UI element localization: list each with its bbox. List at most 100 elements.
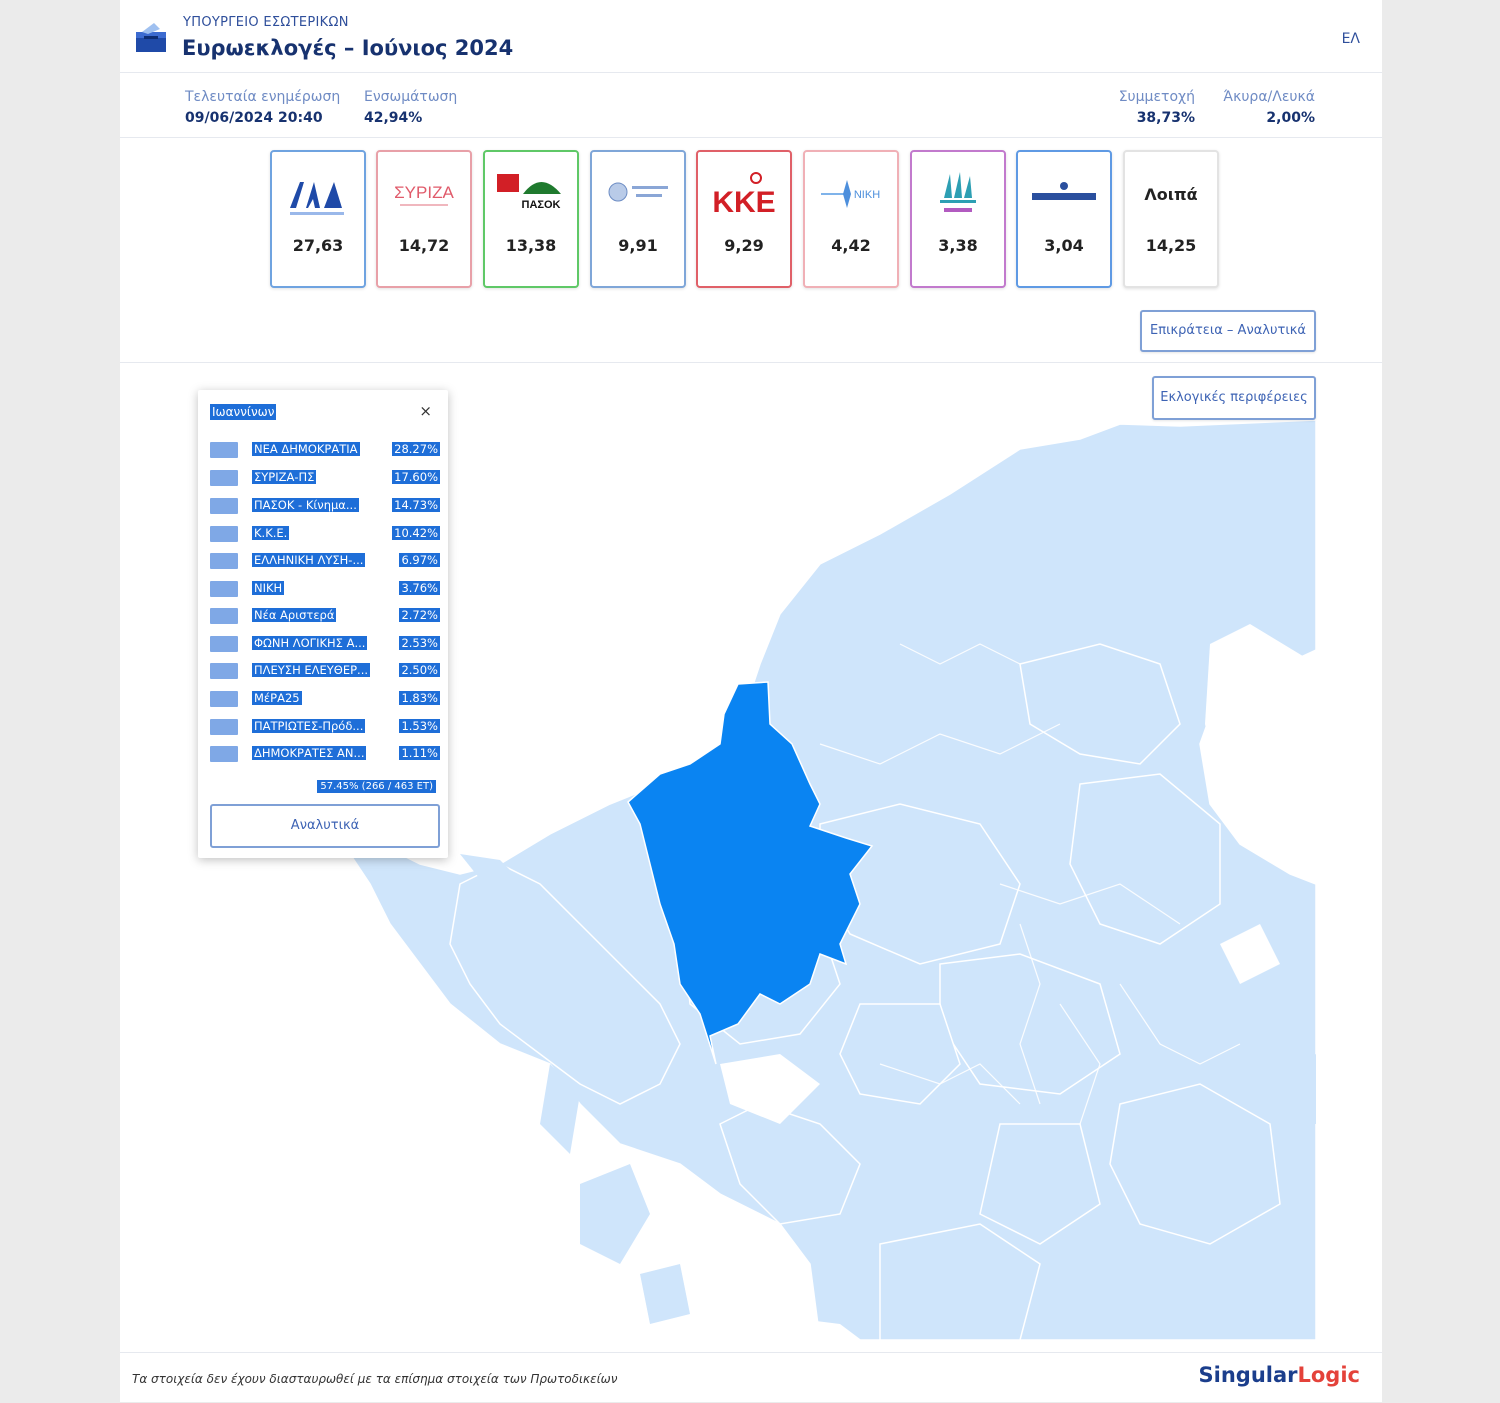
popup-party-pct: 2.50% — [399, 663, 440, 677]
party-logo-icon — [210, 746, 238, 762]
participation-label: Συμμετοχή — [1118, 89, 1195, 105]
popup-party-name: ΜέΡΑ25 — [252, 691, 302, 705]
party-card-plefsi[interactable]: 3,38 — [910, 150, 1006, 288]
party-logo-icon — [210, 581, 238, 597]
map-region — [839, 1003, 961, 1105]
brand-accent: Logic — [1297, 1363, 1361, 1387]
kke-logo-icon: ΚΚΕ — [706, 168, 782, 222]
map-region — [1019, 643, 1181, 765]
popup-party-name: ΝΕΑ ΔΗΜΟΚΡΑΤΙΑ — [252, 442, 360, 456]
participation-stat: Συμμετοχή 38,73% — [1119, 89, 1195, 126]
popup-party-pct: 6.97% — [399, 553, 440, 567]
party-logo-icon — [210, 526, 238, 542]
party-logo-icon — [210, 636, 238, 652]
party-value: 9,91 — [618, 236, 658, 255]
popup-title: Ιωαννίνων — [210, 404, 277, 420]
close-icon[interactable]: × — [419, 402, 432, 420]
disclaimer-text: Τα στοιχεία δεν έχουν διασταυρωθεί με τα… — [132, 1372, 618, 1386]
island-corfu — [460, 854, 524, 894]
island-zakynthos — [640, 1264, 690, 1324]
integration-stat: Ενσωμάτωση 42,94% — [364, 89, 457, 126]
others-label: Λοιπά — [1144, 185, 1198, 204]
party-value: 9,29 — [724, 236, 764, 255]
popup-party-row: ΠΑΣΟΚ - Κίνημα... 14.73% — [210, 496, 440, 516]
selected-region-ioannina — [627, 681, 874, 1065]
last-update-value: 09/06/2024 20:40 — [185, 110, 323, 126]
syriza-logo-icon: ΣΥΡΙΖΑ — [386, 168, 462, 222]
last-update-label: Τελευταία ενημέρωση — [185, 89, 341, 105]
popup-party-row: ΠΑΤΡΙΩΤΕΣ-Πρόδ... 1.53% — [210, 717, 440, 737]
island-lefkada — [540, 1064, 580, 1154]
popup-party-name: ΣΥΡΙΖΑ-ΠΣ — [252, 470, 317, 484]
party-value: 13,38 — [505, 236, 557, 255]
page-title: Ευρωεκλογές – Ιούνιος 2024 — [182, 36, 514, 60]
nd-logo-icon — [280, 168, 356, 222]
party-logo-icon — [210, 553, 238, 569]
island-evia — [1150, 1144, 1270, 1224]
invalid-value: 2,00% — [1266, 110, 1315, 126]
singular-logic-logo: SingularLogic — [1199, 1363, 1360, 1387]
popup-party-row: ΝΕΑ ΔΗΜΟΚΡΑΤΙΑ 28.27% — [210, 440, 440, 460]
party-card-syriza[interactable]: ΣΥΡΙΖΑ 14,72 — [376, 150, 472, 288]
popup-party-name: ΠΑΤΡΙΩΤΕΣ-Πρόδ... — [252, 719, 366, 733]
language-switch[interactable]: ΕΛ — [1341, 31, 1360, 47]
electoral-regions-button[interactable]: Εκλογικές περιφέρειες — [1152, 376, 1316, 420]
map-region — [879, 1223, 1041, 1340]
popup-party-name: ΝΙΚΗ — [252, 581, 285, 595]
svg-text:ΠΑΣΟΚ: ΠΑΣΟΚ — [522, 199, 561, 211]
participation-value: 38,73% — [1136, 110, 1195, 126]
popup-party-row: ΦΩΝΗ ΛΟΓΙΚΗΣ Α... 2.53% — [210, 634, 440, 654]
popup-party-pct: 10.42% — [392, 526, 440, 540]
popup-party-row: ΣΥΡΙΖΑ-ΠΣ 17.60% — [210, 468, 440, 488]
svg-text:ΝΙΚΗ: ΝΙΚΗ — [854, 189, 880, 201]
popup-party-pct: 17.60% — [392, 470, 440, 484]
party-card-kke[interactable]: ΚΚΕ 9,29 — [696, 150, 792, 288]
stats-bar: Τελευταία ενημέρωση 09/06/2024 20:40 Ενσ… — [120, 73, 1382, 138]
svg-text:ΣΥΡΙΖΑ: ΣΥΡΙΖΑ — [394, 183, 454, 202]
party-card-elliniki-lysi[interactable]: 9,91 — [590, 150, 686, 288]
last-update-stat: Τελευταία ενημέρωση 09/06/2024 20:40 — [185, 89, 340, 126]
popup-party-name: ΔΗΜΟΚΡΑΤΕΣ ΑΝ... — [252, 746, 367, 760]
nationwide-details-button[interactable]: Επικράτεια – Αναλυτικά — [1140, 310, 1316, 352]
party-card-pasok[interactable]: ΠΑΣΟΚ 13,38 — [483, 150, 579, 288]
popup-party-row: ΔΗΜΟΚΡΑΤΕΣ ΑΝ... 1.11% — [210, 744, 440, 764]
popup-party-pct: 28.27% — [392, 442, 440, 456]
elliniki-lysi-logo-icon — [600, 168, 676, 222]
app-header: ΥΠΟΥΡΓΕΙΟ ΕΣΩΤΕΡΙΚΩΝ Ευρωεκλογές – Ιούνι… — [120, 0, 1382, 73]
ballot-box-icon — [134, 20, 168, 54]
party-card-foni-logikis[interactable]: 3,04 — [1016, 150, 1112, 288]
party-card-others[interactable]: Λοιπά 14,25 — [1123, 150, 1219, 288]
party-logo-icon — [210, 470, 238, 486]
ministry-label: ΥΠΟΥΡΓΕΙΟ ΕΣΩΤΕΡΙΚΩΝ — [183, 15, 349, 30]
party-logo-icon — [210, 691, 238, 707]
sea-thermaikos — [1205, 624, 1316, 844]
popup-party-row: ΠΛΕΥΣΗ ΕΛΕΥΘΕΡ... 2.50% — [210, 661, 440, 681]
popup-party-row: Κ.Κ.Ε. 10.42% — [210, 524, 440, 544]
popup-party-row: ΜέΡΑ25 1.83% — [210, 689, 440, 709]
popup-party-pct: 1.53% — [399, 719, 440, 733]
popup-details-button[interactable]: Αναλυτικά — [210, 804, 440, 848]
party-logo-icon — [210, 498, 238, 514]
electoral-map[interactable] — [120, 364, 1316, 1340]
invalid-stat: Άκυρα/Λευκά 2,00% — [1223, 89, 1315, 126]
popup-party-pct: 14.73% — [392, 498, 440, 512]
party-value: 14,25 — [1145, 236, 1197, 255]
party-logo-icon — [210, 719, 238, 735]
party-card-nd[interactable]: 27,63 — [270, 150, 366, 288]
popup-party-name: Νέα Αριστερά — [252, 608, 337, 622]
party-logo-icon — [210, 442, 238, 458]
integration-value: 42,94% — [364, 110, 423, 126]
island-chalkidiki — [1300, 1054, 1316, 1124]
sea-corinth — [673, 1314, 862, 1340]
section-divider — [120, 362, 1382, 363]
popup-integration-status: 57.45% (266 / 463 ΕΤ) — [317, 780, 436, 793]
map-region — [449, 863, 681, 1105]
popup-party-row: ΕΛΛΗΝΙΚΗ ΛΥΣΗ-... 6.97% — [210, 551, 440, 571]
party-value: 14,72 — [398, 236, 450, 255]
map-region — [1069, 773, 1221, 945]
party-logo-icon — [210, 608, 238, 624]
brand-main: Singular — [1198, 1363, 1298, 1387]
plefsi-logo-icon — [920, 168, 996, 222]
party-card-niki[interactable]: ΝΙΚΗ 4,42 — [803, 150, 899, 288]
sea-amvrakikos — [720, 1054, 820, 1124]
